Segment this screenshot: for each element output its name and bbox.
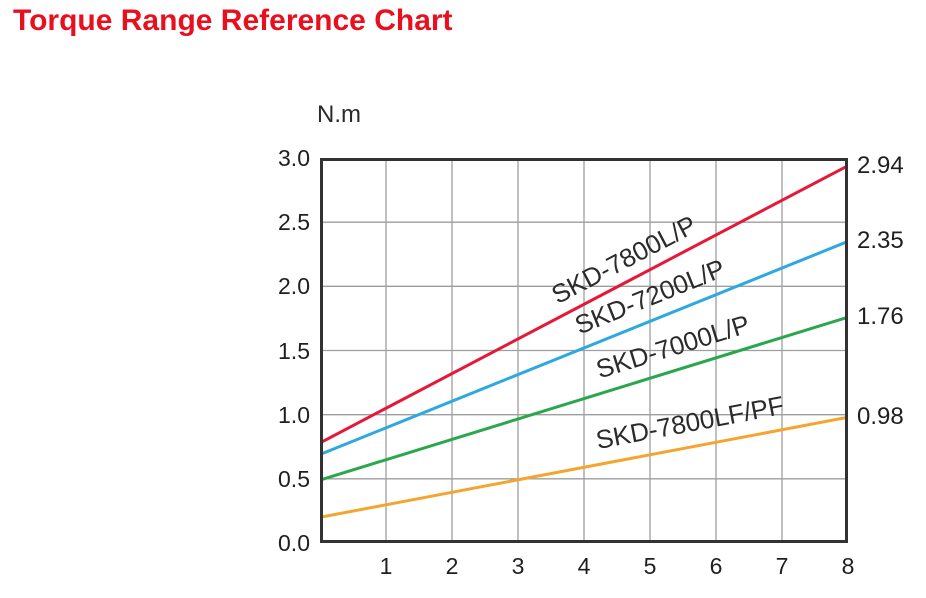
y-tick-label: 0.0: [278, 530, 310, 556]
x-tick-label: 7: [775, 553, 789, 579]
series-end-value: 0.98: [857, 403, 904, 431]
series-end-value: 1.76: [857, 303, 904, 331]
y-tick-label: 1.5: [278, 337, 310, 364]
x-tick-label: 5: [643, 553, 657, 579]
y-axis-unit-label: N.m: [317, 101, 361, 128]
axis-border: [320, 158, 848, 543]
series-line-skd-7800l-p: [320, 164, 848, 445]
y-tick-label: 2.5: [278, 209, 310, 236]
x-tick-label: 2: [445, 553, 459, 579]
y-tick-label: 2.0: [278, 273, 310, 300]
y-tick-label: 0.5: [278, 465, 310, 492]
series-end-value: 2.94: [857, 151, 904, 179]
y-tick-label: 1.0: [278, 401, 310, 428]
x-tick-label: 6: [709, 553, 723, 579]
series-line-skd-7000l-p: [320, 315, 848, 482]
series-line-skd-7800lf-pf: [320, 415, 848, 519]
x-tick-label: 8: [841, 553, 855, 579]
page-title: Torque Range Reference Chart: [13, 4, 453, 37]
y-tick-label: 3.0: [278, 145, 310, 171]
x-tick-label: 3: [511, 553, 525, 579]
chart-plot-area: [320, 158, 848, 543]
series-end-value: 2.35: [857, 227, 904, 255]
x-tick-label: 1: [379, 553, 393, 579]
series-line-skd-7200l-p: [320, 240, 848, 456]
x-tick-label: 4: [577, 553, 591, 579]
